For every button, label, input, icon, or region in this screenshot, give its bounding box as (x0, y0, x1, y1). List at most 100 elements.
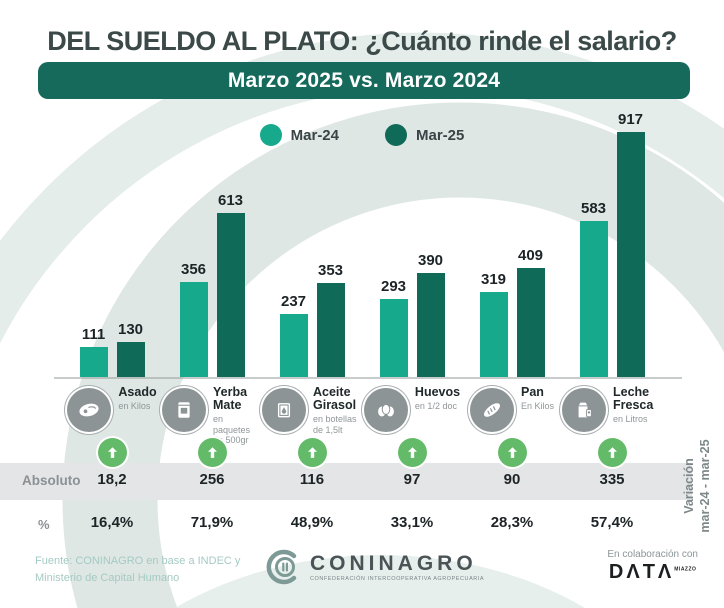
bar-mar-25-asado (116, 342, 145, 377)
category-yerba-mate: Yerba Mate en paquetes de 500gr (162, 384, 262, 445)
steak-icon (67, 388, 112, 432)
bar-mar-25-huevos (416, 273, 445, 377)
bar-value-label: 130 (117, 321, 144, 338)
bar-wrap-mar-25-yerba-mate: 613 (216, 192, 245, 377)
baguette-icon (469, 388, 514, 432)
coninagro-logo-subtext: CONFEDERACIÓN INTERCOOPERATIVA AGROPECUA… (310, 575, 485, 582)
bar-wrap-mar-24-yerba-mate: 356 (179, 261, 208, 377)
trend-arrow-row (62, 438, 662, 467)
trend-arrow-cell-yerba-mate (162, 438, 262, 467)
legend-item-mar24: Mar-24 (259, 124, 339, 146)
legend-item-mar25: Mar-25 (385, 124, 464, 146)
bar-mar-24-pan (479, 292, 508, 377)
category-text-yerba-mate: Yerba Mate en paquetes de 500gr (213, 385, 262, 445)
up-arrow-icon (597, 438, 627, 467)
percent-value-pan: 28,3% (490, 514, 534, 531)
category-text-pan: Pan En Kilos (520, 385, 554, 445)
bar-group-aceite-girasol: 237 353 (262, 112, 362, 377)
category-pan: Pan En Kilos (462, 384, 562, 445)
bar-mar-25-yerba-mate (216, 213, 245, 377)
up-arrow-icon (397, 438, 427, 467)
chart-baseline (54, 377, 682, 379)
category-leche-fresca: Leche Fresca en Litros (562, 384, 662, 445)
variation-axis-label: Variación mar-24 - mar-25 (681, 411, 713, 561)
category-unit: en botellas de 1,5lt (313, 414, 357, 435)
bar-group-pan: 319 409 (462, 112, 562, 377)
category-unit: en Kilos (118, 401, 151, 412)
category-aceite-girasol: Aceite Girasol en botellas de 1,5lt (262, 384, 362, 445)
bar-mar-24-asado (79, 347, 108, 377)
category-unit: en 1/2 doc (414, 401, 457, 412)
category-name: Pan (520, 385, 544, 399)
absolute-row-band (0, 463, 692, 500)
bar-value-label: 613 (217, 192, 244, 209)
category-name: Asado (118, 385, 157, 399)
percent-values-row: 16,4% 71,9% 48,9% 33,1% 28,3% 57,4% (62, 514, 662, 531)
trend-arrow-cell-asado (62, 438, 162, 467)
oil-bottle-icon (262, 388, 306, 432)
absolute-row-label: Absoluto (22, 473, 81, 488)
bar-value-label: 583 (580, 200, 607, 217)
percent-value-yerba-mate: 71,9% (190, 514, 234, 531)
trend-arrow-cell-aceite-girasol (262, 438, 362, 467)
bar-wrap-mar-24-leche-fresca: 583 (579, 200, 608, 377)
bar-group-yerba-mate: 356 613 (162, 112, 262, 377)
percent-value-aceite-girasol: 48,9% (290, 514, 334, 531)
category-name: Huevos (414, 385, 461, 399)
category-text-leche-fresca: Leche Fresca en Litros (613, 385, 662, 445)
category-text-asado: Asado en Kilos (118, 385, 157, 445)
bar-wrap-mar-24-huevos: 293 (379, 278, 408, 377)
bar-wrap-mar-25-huevos: 390 (416, 252, 445, 377)
bar-mar-24-aceite-girasol (279, 314, 308, 377)
bar-value-label: 409 (517, 247, 544, 264)
trend-arrow-cell-pan (462, 438, 562, 467)
bar-wrap-mar-24-pan: 319 (479, 271, 508, 377)
legend-dot-mar25-icon (385, 124, 407, 146)
bar-chart: 111 130 356 613 237 353 293 390 319 409 583 917 (62, 111, 662, 377)
percent-row-label: % (38, 517, 50, 532)
bar-value-label: 356 (180, 261, 207, 278)
bar-group-huevos: 293 390 (362, 112, 462, 377)
coninagro-logo-icon (266, 549, 297, 585)
data-miazzo-logo: DΛTΛMIAZZO (608, 561, 697, 583)
legend-label-mar24: Mar-24 (290, 126, 339, 144)
category-name: Leche Fresca (613, 385, 654, 413)
bar-wrap-mar-25-aceite-girasol: 353 (316, 262, 345, 377)
trend-arrow-cell-leche-fresca (562, 438, 662, 467)
bar-wrap-mar-25-pan: 409 (516, 247, 545, 377)
percent-value-huevos: 33,1% (390, 514, 434, 531)
legend-dot-mar24-icon (259, 124, 282, 146)
category-name: Aceite Girasol (313, 385, 357, 413)
yerba-package-icon (162, 388, 206, 432)
absolute-value-leche-fresca: 335 (599, 471, 625, 488)
percent-value-asado: 16,4% (90, 514, 134, 531)
coninagro-logo-text: CONINAGRO (310, 551, 477, 575)
bar-mar-25-leche-fresca (616, 132, 645, 377)
chart-legend: Mar-24 Mar-25 (0, 124, 724, 146)
absolute-value-asado: 18,2 (97, 471, 127, 488)
bar-mar-24-huevos (379, 299, 408, 377)
category-asado: Asado en Kilos (62, 384, 162, 445)
up-arrow-icon (497, 438, 527, 467)
absolute-value-huevos: 97 (403, 471, 421, 488)
bar-value-label: 237 (280, 293, 307, 310)
up-arrow-icon (197, 438, 227, 467)
bar-group-leche-fresca: 583 917 (562, 111, 662, 377)
category-text-aceite-girasol: Aceite Girasol en botellas de 1,5lt (313, 385, 362, 445)
absolute-value-pan: 90 (503, 471, 521, 488)
subtitle-banner: Marzo 2025 vs. Marzo 2024 (38, 62, 690, 99)
variation-axis-label-line1: Variación (682, 458, 696, 514)
subtitle-banner-text: Marzo 2025 vs. Marzo 2024 (227, 68, 501, 92)
bar-mar-24-leche-fresca (579, 221, 608, 377)
up-arrow-icon (297, 438, 327, 467)
bar-wrap-mar-24-asado: 111 (79, 326, 108, 377)
bar-mar-24-yerba-mate (179, 282, 208, 377)
percent-value-leche-fresca: 57,4% (590, 514, 634, 531)
source-note-line1: Fuente: CONINAGRO en base a INDEC y (35, 555, 241, 567)
bar-value-label: 917 (617, 111, 644, 128)
absolute-value-yerba-mate: 256 (199, 471, 225, 488)
absolute-values-row: 18,2 256 116 97 90 335 (62, 471, 662, 488)
milk-carton-icon (562, 388, 606, 432)
category-unit: en Litros (613, 414, 648, 425)
